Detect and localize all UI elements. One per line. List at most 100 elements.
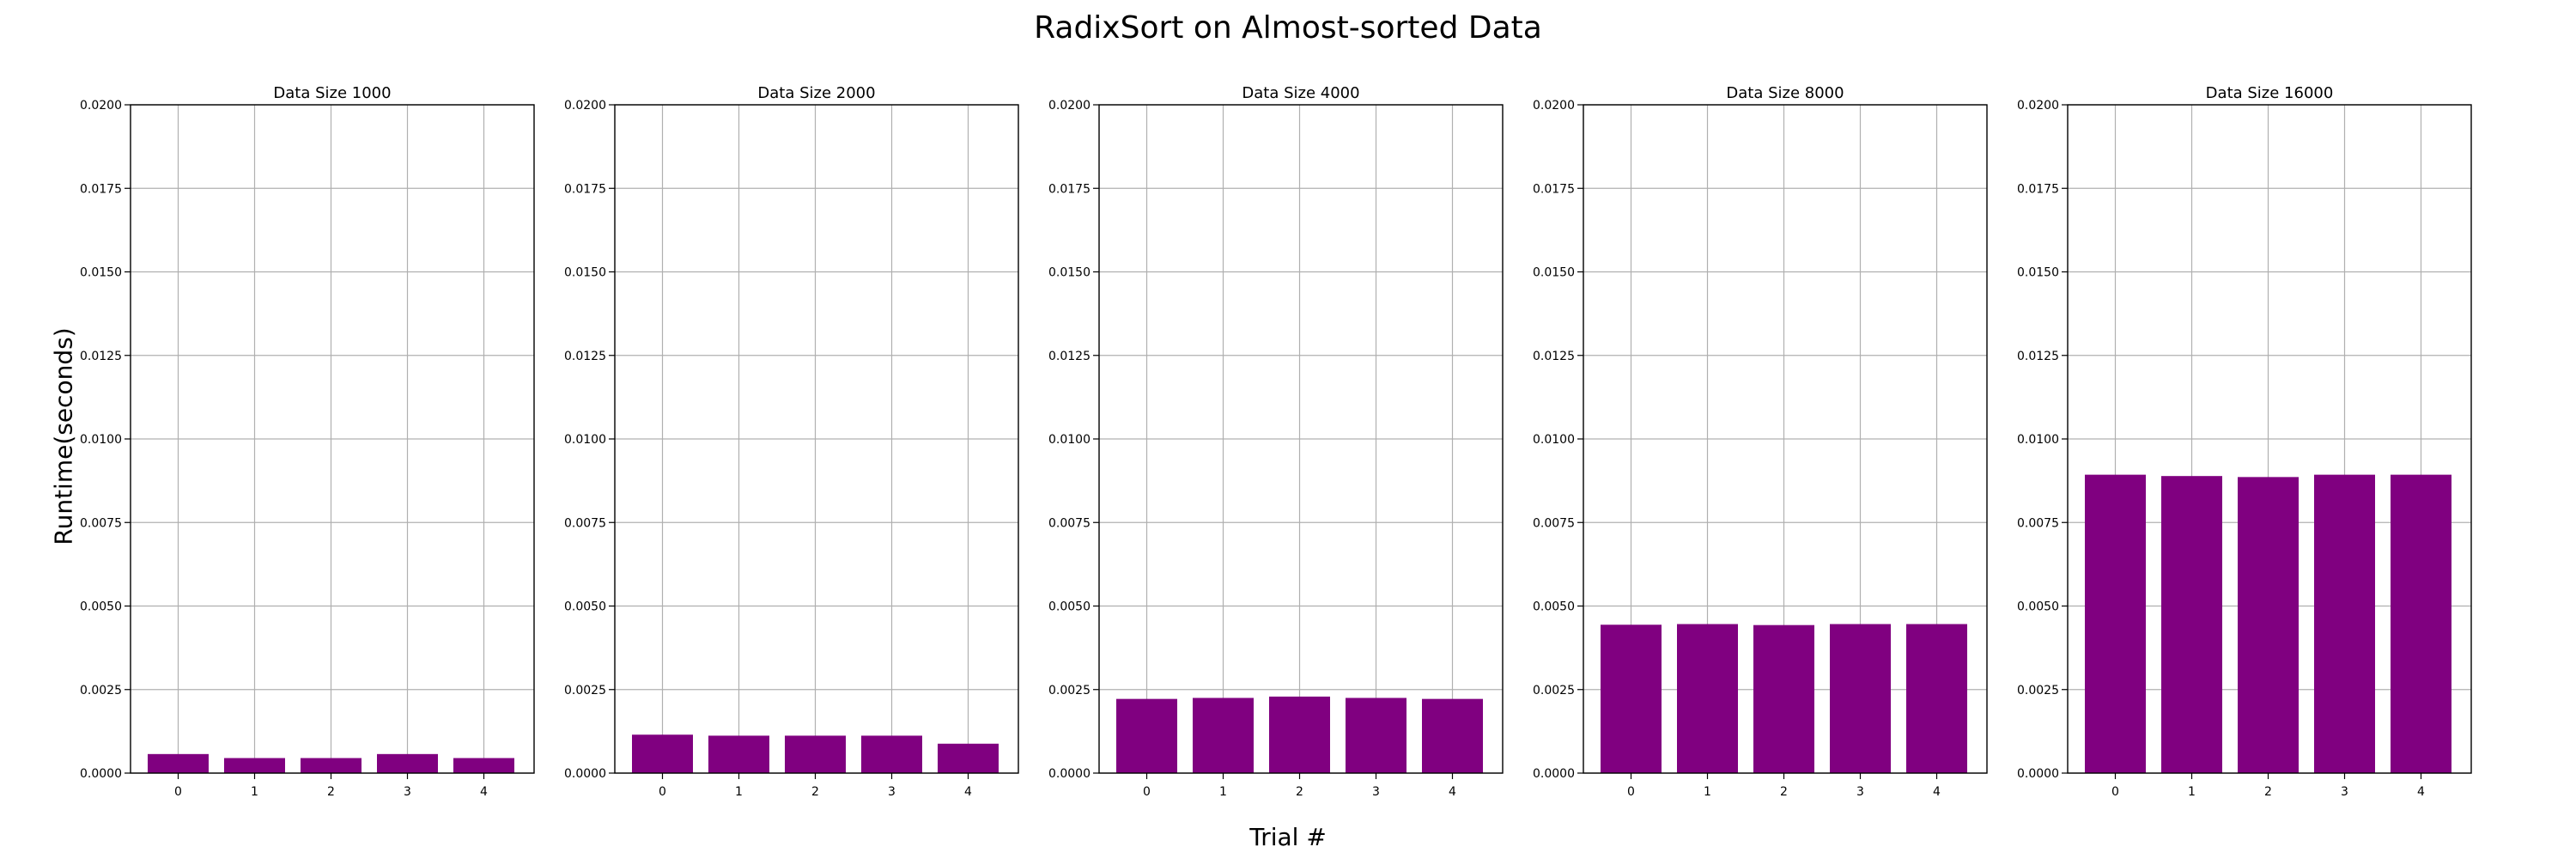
y-tick-label-1-7: 0.0175: [564, 182, 606, 196]
x-tick-label-0-1: 1: [251, 785, 258, 799]
y-tick-label-1-8: 0.0200: [564, 99, 606, 113]
bar-3-1: [1677, 624, 1738, 773]
y-tick-label-1-3: 0.0075: [564, 516, 606, 530]
bar-2-1: [1193, 698, 1254, 773]
y-tick-label-4-4: 0.0100: [2017, 433, 2059, 447]
chart-panel-0: 0.0000 0.0025 0.0050 0.0075 0.0100 0.0125 0.01…: [80, 84, 535, 799]
x-tick-label-0-3: 3: [404, 785, 411, 799]
y-tick-label-2-4: 0.0100: [1048, 433, 1091, 447]
bar-2-3: [1346, 698, 1406, 773]
y-tick-label-3-2: 0.0050: [1533, 600, 1575, 614]
y-tick-label-2-1: 0.0025: [1048, 684, 1091, 698]
chart-title-1: Data Size 2000: [757, 84, 875, 102]
bar-1-2: [785, 735, 846, 773]
axes-frame-0: [130, 104, 535, 774]
y-tick-label-1-6: 0.0150: [564, 266, 606, 280]
bar-0-1: [224, 758, 285, 773]
x-tick-label-3-2: 2: [1780, 785, 1788, 799]
y-tick-label-3-7: 0.0175: [1533, 182, 1575, 196]
chart-title-2: Data Size 4000: [1242, 84, 1359, 102]
x-tick-label-1-0: 0: [659, 785, 666, 799]
y-tick-label-3-1: 0.0025: [1533, 684, 1575, 698]
x-tick-label-2-4: 4: [1449, 785, 1456, 799]
y-tick-label-4-2: 0.0050: [2017, 600, 2059, 614]
chart-panel-4: 0.0000 0.0025 0.0050 0.0075 0.0100 0.0125 0.01…: [2017, 84, 2472, 799]
x-tick-label-3-4: 4: [1933, 785, 1941, 799]
y-tick-label-0-7: 0.0175: [80, 182, 122, 196]
y-tick-label-3-4: 0.0100: [1533, 433, 1575, 447]
y-tick-label-3-8: 0.0200: [1533, 99, 1575, 113]
bar-0-2: [301, 758, 361, 773]
figure-title: RadixSort on Almost-sorted Data: [1034, 10, 1542, 46]
y-tick-label-0-6: 0.0150: [80, 266, 122, 280]
bar-3-2: [1753, 624, 1814, 773]
y-tick-label-3-6: 0.0150: [1533, 266, 1575, 280]
y-tick-label-4-1: 0.0025: [2017, 684, 2059, 698]
chart-title-3: Data Size 8000: [1726, 84, 1844, 102]
x-tick-label-2-3: 3: [1372, 785, 1380, 799]
y-tick-label-1-2: 0.0050: [564, 600, 606, 614]
x-tick-label-0-4: 4: [480, 785, 488, 799]
bar-3-0: [1601, 624, 1662, 773]
y-tick-label-4-0: 0.0000: [2017, 767, 2059, 781]
x-tick-label-2-1: 1: [1219, 785, 1227, 799]
x-tick-label-4-3: 3: [2341, 785, 2348, 799]
y-tick-label-0-0: 0.0000: [80, 767, 122, 781]
x-tick-label-2-2: 2: [1296, 785, 1303, 799]
axes-frame-3: [1583, 104, 1988, 774]
y-tick-label-4-5: 0.0125: [2017, 350, 2059, 363]
x-tick-label-1-1: 1: [735, 785, 743, 799]
y-tick-label-0-8: 0.0200: [80, 99, 122, 113]
x-tick-label-4-4: 4: [2417, 785, 2425, 799]
bar-4-1: [2161, 476, 2222, 773]
y-tick-label-0-3: 0.0075: [80, 516, 122, 530]
bar-4-2: [2238, 477, 2299, 773]
bar-1-0: [632, 734, 693, 773]
bar-1-3: [861, 735, 922, 773]
y-tick-label-3-5: 0.0125: [1533, 350, 1575, 363]
bar-4-3: [2314, 474, 2375, 773]
bar-1-1: [708, 735, 769, 773]
y-tick-label-2-0: 0.0000: [1048, 767, 1091, 781]
y-tick-label-1-0: 0.0000: [564, 767, 606, 781]
y-tick-label-2-5: 0.0125: [1048, 350, 1091, 363]
x-tick-label-1-3: 3: [888, 785, 896, 799]
y-tick-label-0-1: 0.0025: [80, 684, 122, 698]
x-tick-label-0-2: 2: [327, 785, 335, 799]
bar-4-4: [2391, 474, 2451, 773]
y-tick-label-0-4: 0.0100: [80, 433, 122, 447]
x-tick-label-0-0: 0: [174, 785, 182, 799]
y-tick-label-4-7: 0.0175: [2017, 182, 2059, 196]
chart-title-0: Data Size 1000: [273, 84, 391, 102]
chart-panel-1: 0.0000 0.0025 0.0050 0.0075 0.0100 0.0125 0.01…: [564, 84, 1019, 799]
chart-title-4: Data Size 16000: [2206, 84, 2334, 102]
bar-3-4: [1906, 624, 1967, 773]
bar-1-4: [938, 743, 999, 773]
chart-panel-2: 0.0000 0.0025 0.0050 0.0075 0.0100 0.0125 0.01…: [1048, 84, 1504, 799]
y-tick-label-2-8: 0.0200: [1048, 99, 1091, 113]
y-tick-label-3-0: 0.0000: [1533, 767, 1575, 781]
axes-frame-4: [2067, 104, 2472, 774]
y-tick-label-0-2: 0.0050: [80, 600, 122, 614]
x-tick-label-4-0: 0: [2111, 785, 2119, 799]
x-axis-label: Trial #: [1249, 823, 1327, 851]
x-tick-label-2-0: 0: [1143, 785, 1151, 799]
y-tick-label-1-5: 0.0125: [564, 350, 606, 363]
y-tick-label-2-3: 0.0075: [1048, 516, 1091, 530]
y-tick-label-1-4: 0.0100: [564, 433, 606, 447]
y-tick-label-1-1: 0.0025: [564, 684, 606, 698]
y-tick-label-4-8: 0.0200: [2017, 99, 2059, 113]
x-tick-label-1-4: 4: [964, 785, 972, 799]
bar-0-3: [377, 753, 438, 773]
y-tick-label-4-6: 0.0150: [2017, 266, 2059, 280]
bar-0-0: [148, 753, 209, 773]
bar-2-4: [1422, 698, 1483, 773]
bar-4-0: [2085, 474, 2146, 773]
y-tick-label-2-7: 0.0175: [1048, 182, 1091, 196]
x-tick-label-4-2: 2: [2264, 785, 2272, 799]
bar-3-3: [1830, 624, 1891, 773]
bar-2-0: [1116, 698, 1177, 773]
x-tick-label-1-2: 2: [811, 785, 819, 799]
